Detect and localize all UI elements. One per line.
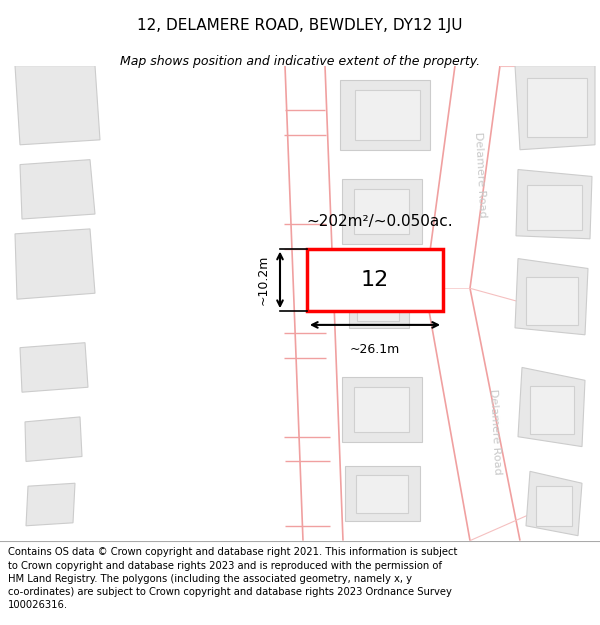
Bar bbox=[357, 281, 399, 321]
Text: 12, DELAMERE ROAD, BEWDLEY, DY12 1JU: 12, DELAMERE ROAD, BEWDLEY, DY12 1JU bbox=[137, 18, 463, 33]
Bar bbox=[349, 274, 409, 328]
Polygon shape bbox=[25, 417, 82, 461]
Polygon shape bbox=[26, 483, 75, 526]
Bar bbox=[527, 78, 587, 137]
Polygon shape bbox=[515, 259, 588, 335]
Bar bbox=[536, 486, 572, 526]
Text: ~26.1m: ~26.1m bbox=[350, 342, 400, 356]
Bar bbox=[342, 378, 422, 442]
Bar bbox=[340, 81, 430, 150]
Text: ~202m²/~0.050ac.: ~202m²/~0.050ac. bbox=[307, 214, 454, 229]
Text: Delamere Road: Delamere Road bbox=[488, 389, 502, 475]
Text: Delamere Road: Delamere Road bbox=[473, 131, 487, 218]
Bar bbox=[307, 249, 443, 311]
Bar bbox=[354, 189, 409, 234]
Bar bbox=[527, 186, 582, 230]
Bar bbox=[355, 91, 420, 140]
Polygon shape bbox=[15, 229, 95, 299]
Text: ~10.2m: ~10.2m bbox=[257, 254, 270, 305]
Polygon shape bbox=[20, 159, 95, 219]
Bar bbox=[342, 179, 422, 244]
Text: Map shows position and indicative extent of the property.: Map shows position and indicative extent… bbox=[120, 55, 480, 68]
Bar bbox=[356, 475, 408, 513]
Polygon shape bbox=[515, 66, 595, 150]
Bar bbox=[345, 466, 420, 521]
Bar bbox=[526, 278, 578, 325]
Bar bbox=[354, 388, 409, 432]
Polygon shape bbox=[20, 342, 88, 392]
Bar bbox=[530, 386, 574, 434]
Text: 12: 12 bbox=[361, 270, 389, 290]
Polygon shape bbox=[516, 169, 592, 239]
Polygon shape bbox=[518, 368, 585, 447]
Polygon shape bbox=[15, 66, 100, 145]
Polygon shape bbox=[526, 471, 582, 536]
Text: Contains OS data © Crown copyright and database right 2021. This information is : Contains OS data © Crown copyright and d… bbox=[8, 548, 457, 610]
